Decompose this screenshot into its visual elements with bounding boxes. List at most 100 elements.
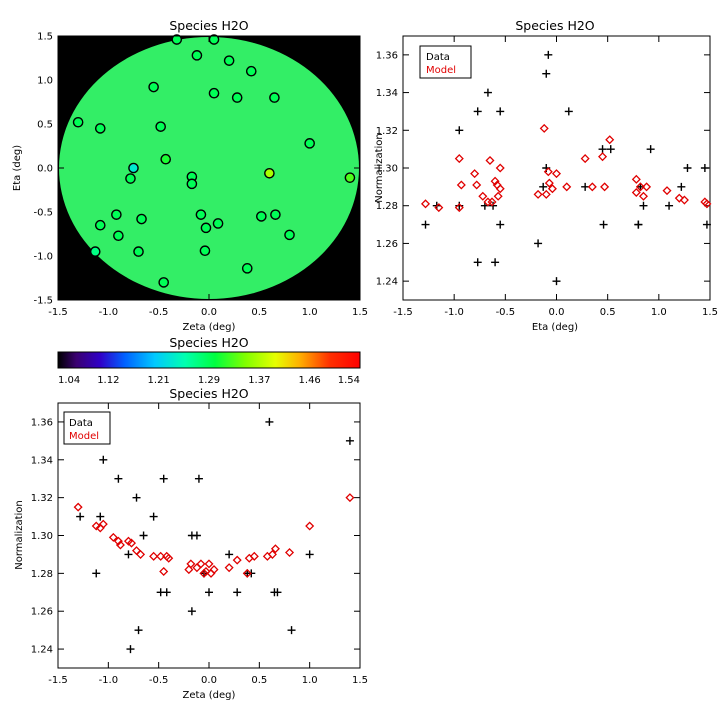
map-marker: [200, 222, 212, 234]
map-x-tick-label: -1.5: [48, 307, 68, 318]
eta-data-point: [496, 107, 505, 116]
zeta-model-point: [159, 566, 169, 576]
colorbar-tick-label: 1.29: [198, 375, 220, 386]
zeta-data-point: [159, 474, 168, 483]
zeta-model-point: [115, 540, 125, 550]
zeta-legend-model: Model: [69, 431, 99, 442]
eta-y-tick-label: 1.26: [376, 239, 398, 250]
eta-model-point: [456, 180, 466, 190]
map-marker: [241, 263, 253, 274]
zeta-model-point: [201, 566, 211, 576]
zeta-y-tick-label: 1.30: [31, 531, 53, 542]
zeta-data-point: [96, 512, 105, 521]
map-marker: [148, 81, 159, 93]
zeta-model-point: [108, 532, 118, 542]
zeta-data-point: [126, 645, 135, 654]
eta-model-point: [472, 180, 482, 190]
eta-data-point: [421, 220, 430, 229]
zeta-y-tick-label: 1.24: [31, 645, 53, 656]
map-marker: [304, 138, 315, 149]
zeta-model-point: [98, 519, 108, 529]
map-y-tick-label: 0.5: [37, 120, 53, 131]
map-marker: [133, 246, 144, 257]
eta-data-point: [564, 107, 573, 116]
eta-y-ticks: 1.24 1.26 1.28 1.30 1.32 1.34 1.36: [376, 50, 710, 288]
map-panel: Species H2O -1.5 -1.0 -0.5 0.0 0.5 1.0 1.5 -1.…: [12, 18, 368, 333]
zeta-model-point: [232, 555, 242, 565]
eta-legend-model: Model: [426, 65, 456, 76]
zeta-model-point: [186, 559, 196, 569]
eta-data-point: [646, 145, 655, 154]
eta-plot-panel: Species H2O -1.5 -1.0 -0.5 0.0 0.5 1.0 1.5 1.2…: [374, 18, 718, 333]
eta-model-point: [679, 195, 689, 205]
eta-legend: Data Model: [419, 45, 472, 79]
eta-data-point: [455, 126, 464, 135]
eta-legend-data: Data: [426, 52, 450, 63]
eta-data-point: [677, 182, 686, 191]
colorbar-tick-label: 1.04: [58, 375, 80, 386]
map-marker: [208, 87, 220, 99]
eta-model-point: [702, 199, 712, 209]
eta-model-point: [420, 199, 431, 209]
colorbar-tick-label: 1.46: [299, 375, 321, 386]
zeta-model-point: [156, 551, 166, 561]
eta-data-point: [473, 107, 482, 116]
eta-model-point: [605, 135, 615, 145]
zeta-data-point: [139, 531, 148, 540]
eta-model-point: [541, 189, 551, 199]
eta-model-point: [487, 197, 497, 207]
zeta-data-point: [76, 512, 85, 521]
zeta-x-tick-label: 0.5: [251, 675, 267, 686]
eta-data-point: [634, 220, 643, 229]
zeta-data-point: [132, 493, 141, 502]
eta-data-point: [683, 164, 692, 172]
eta-data-point: [539, 182, 548, 191]
eta-x-tick-label: -1.0: [444, 307, 464, 318]
map-field-disc: [59, 37, 359, 299]
zeta-data-point: [114, 474, 123, 483]
eta-model-point: [495, 163, 505, 173]
map-markers: [72, 34, 356, 288]
zeta-model-point: [267, 549, 277, 559]
eta-data-point: [455, 201, 464, 210]
zeta-x-tick-label: -1.5: [48, 675, 68, 686]
zeta-x-label: Zeta (deg): [183, 690, 236, 701]
zeta-data-point: [225, 550, 234, 559]
map-marker: [223, 55, 235, 66]
map-y-label: Eta (deg): [12, 145, 23, 191]
zeta-data-point: [345, 436, 354, 445]
colorbar-tick-label: 1.21: [148, 375, 170, 386]
zeta-model-point: [126, 538, 137, 548]
eta-y-tick-label: 1.28: [376, 201, 398, 212]
zeta-x-tick-label: -1.0: [99, 675, 119, 686]
eta-data-point: [489, 201, 498, 210]
map-marker: [94, 219, 106, 231]
zeta-data-point: [149, 512, 158, 521]
eta-model-point: [434, 203, 444, 213]
map-marker: [113, 230, 124, 242]
eta-model-point: [544, 178, 554, 188]
map-y-tick-label: -0.5: [33, 208, 53, 219]
eta-data-point: [473, 258, 482, 267]
map-y-tick-label: -1.5: [33, 296, 53, 307]
eta-x-tick-label: 1.0: [651, 307, 667, 318]
zeta-data-point: [124, 550, 133, 559]
zeta-data-point: [187, 607, 196, 616]
eta-data-point: [496, 220, 505, 229]
eta-model-point: [598, 152, 608, 162]
zeta-model-point: [242, 568, 252, 578]
zeta-data-point: [265, 417, 274, 426]
zeta-x-ticks: -1.5 -1.0 -0.5 0.0 0.5 1.0 1.5: [48, 403, 368, 686]
eta-legend-box: [419, 45, 472, 79]
eta-x-tick-label: -0.5: [496, 307, 516, 318]
map-marker: [158, 277, 169, 288]
eta-model-point: [478, 191, 488, 201]
eta-data-point: [700, 164, 709, 172]
zeta-data-point: [305, 550, 314, 559]
eta-model-point: [662, 186, 672, 196]
zeta-y-tick-label: 1.36: [31, 417, 53, 428]
map-marker: [256, 211, 267, 222]
eta-plot-title: Species H2O: [515, 18, 594, 33]
zeta-model-point: [149, 551, 159, 561]
map-marker: [160, 153, 172, 165]
